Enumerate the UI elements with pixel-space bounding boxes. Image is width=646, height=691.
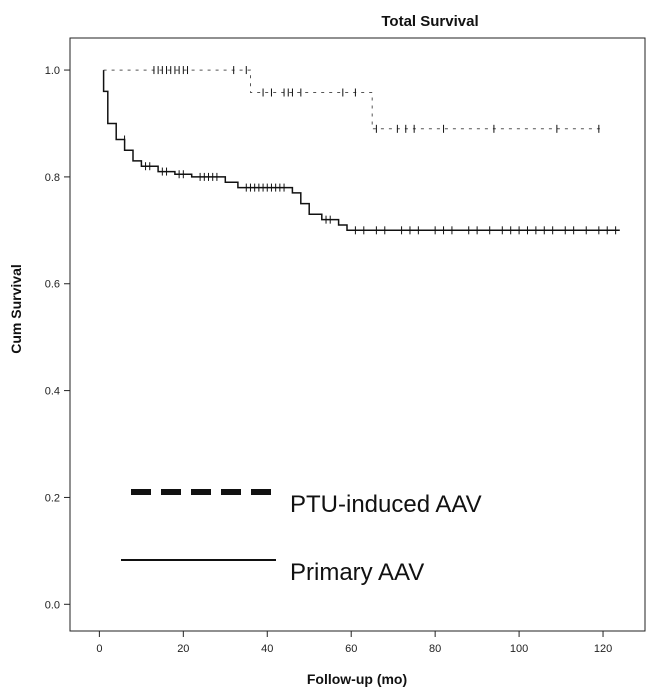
x-tick-label-80: 80 [429, 643, 441, 655]
x-tick-label-100: 100 [510, 643, 528, 655]
series-line-0 [103, 69, 603, 130]
x-tick-label-40: 40 [261, 643, 273, 655]
series-line-1 [102, 70, 620, 232]
y-axis-label: Cum Survival [8, 264, 24, 353]
x-tick-label-20: 20 [177, 643, 189, 655]
x-axis-label: Follow-up (mo) [307, 671, 407, 687]
x-axis: 0 20 40 60 80 100 120 [96, 631, 612, 655]
y-tick-label-0: 0.0 [45, 599, 60, 611]
y-tick-label-5: 1.0 [45, 65, 60, 77]
legend-label-primary: Primary AAV [290, 559, 424, 586]
legend: PTU-induced AAV Primary AAV [121, 489, 482, 586]
plot-frame [69, 37, 646, 632]
x-tick-label-0: 0 [96, 643, 102, 655]
y-tick-label-3: 0.6 [45, 279, 60, 291]
y-tick-label-2: 0.4 [45, 386, 60, 398]
plot-series [102, 66, 620, 235]
x-tick-label-60: 60 [345, 643, 357, 655]
y-tick-label-4: 0.8 [45, 172, 60, 184]
y-tick-label-1: 0.2 [45, 492, 60, 504]
legend-label-ptu-induced: PTU-induced AAV [290, 491, 482, 518]
chart-title: Total Survival [381, 13, 478, 30]
y-axis: 0.0 0.2 0.4 0.6 0.8 1.0 [45, 65, 70, 611]
x-tick-label-120: 120 [594, 643, 612, 655]
